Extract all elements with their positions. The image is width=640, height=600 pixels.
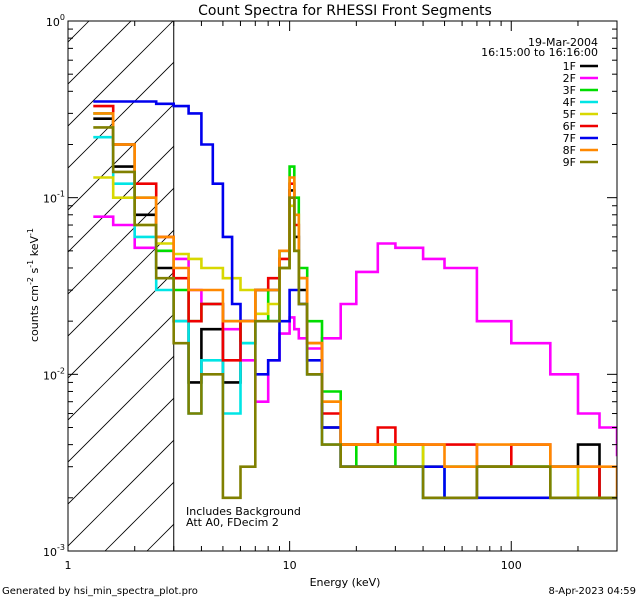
x-axis-label: Energy (keV) <box>310 576 381 589</box>
chart-title: Count Spectra for RHESSI Front Segments <box>198 3 492 19</box>
y-axis-ticks: 10-3 10-2 10-1 100 <box>43 13 617 559</box>
series-line-9F <box>93 126 617 500</box>
y-axis-label: counts cm-2 s-1 keV-1 <box>26 228 41 342</box>
x-tick-label-2: 100 <box>501 559 522 572</box>
legend-label-1F: 1F <box>563 60 576 73</box>
legend-label-6F: 6F <box>563 120 576 133</box>
legend-label-5F: 5F <box>563 108 576 121</box>
time-range-text: 16:15:00 to 16:16:00 <box>481 46 598 59</box>
hatch-region <box>68 21 174 551</box>
series-lines <box>93 100 617 500</box>
legend-label-7F: 7F <box>563 132 576 145</box>
annotation-background: Includes Background <box>186 505 301 518</box>
x-tick-label-1: 10 <box>283 559 297 572</box>
legend-label-2F: 2F <box>563 72 576 85</box>
plot-frame <box>67 20 618 552</box>
y-tick-label-2: 10-1 <box>43 190 65 206</box>
y-tick-label-1: 10-2 <box>43 366 65 382</box>
y-tick-label-3: 100 <box>46 13 65 29</box>
x-axis-ticks: 1 10 100 <box>65 21 618 572</box>
y-tick-label-0: 10-3 <box>43 543 65 559</box>
plot-area: 1 10 100 10-3 10-2 10-1 100 <box>43 13 618 572</box>
x-tick-label-0: 1 <box>65 559 72 572</box>
legend-label-8F: 8F <box>563 144 576 157</box>
date-text: 19-Mar-2004 <box>528 36 598 49</box>
footer-generated-by: Generated by hsi_min_spectra_plot.pro <box>2 586 198 597</box>
series-line-8F <box>93 112 617 500</box>
annotation-attenuator: Att A0, FDecim 2 <box>186 516 279 529</box>
legend-label-3F: 3F <box>563 84 576 97</box>
legend-label-4F: 4F <box>563 96 576 109</box>
legend-label-9F: 9F <box>563 156 576 169</box>
footer-timestamp: 8-Apr-2023 04:59 <box>549 586 636 597</box>
date-annotation: 19-Mar-2004 16:15:00 to 16:16:00 <box>481 36 598 59</box>
svg-text:counts cm-2 s-1 keV-1: counts cm-2 s-1 keV-1 <box>26 228 41 342</box>
